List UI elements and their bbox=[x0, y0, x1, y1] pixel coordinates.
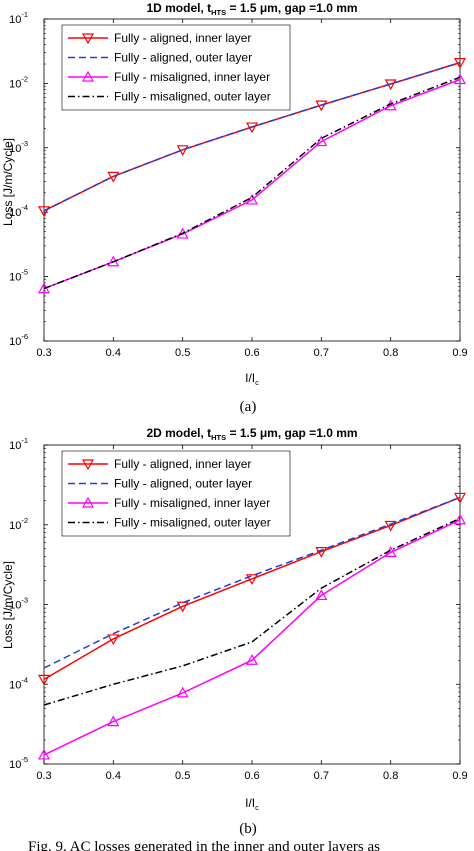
legend: Fully - aligned, inner layer Fully - alig… bbox=[61, 450, 291, 537]
data-point bbox=[245, 574, 259, 586]
data-point bbox=[81, 459, 95, 471]
data-point bbox=[245, 654, 259, 665]
x-tick-label: 0.7 bbox=[314, 347, 329, 359]
chart-title: 1D model, tHTS = 1.5 μm, gap =1.0 mm bbox=[146, 1, 357, 17]
chart-panel-1d: 1D model, tHTS = 1.5 μm, gap =1.0 mm Los… bbox=[1, 1, 468, 415]
data-point bbox=[37, 206, 51, 218]
series-aligned-outer bbox=[43, 496, 461, 669]
series-line bbox=[43, 496, 461, 669]
legend-label: Fully - misaligned, outer layer bbox=[114, 516, 271, 530]
data-point bbox=[453, 513, 467, 525]
series-misaligned-outer bbox=[43, 76, 461, 290]
x-tick-label: 0.5 bbox=[175, 770, 190, 782]
series-line bbox=[43, 76, 461, 290]
legend: Fully - aligned, inner layer Fully - alig… bbox=[61, 24, 291, 111]
x-tick-label: 0.9 bbox=[452, 770, 467, 782]
data-point bbox=[107, 715, 120, 727]
panel-sublabel: (a) bbox=[240, 399, 257, 415]
x-tick-label: 0.6 bbox=[244, 770, 259, 782]
series-line bbox=[43, 519, 461, 756]
series-line bbox=[43, 78, 461, 290]
y-tick-label: 10-1 bbox=[9, 436, 28, 452]
series-line bbox=[43, 496, 461, 681]
series-line bbox=[43, 517, 461, 706]
x-tick-label: 0.9 bbox=[452, 347, 467, 359]
legend-label: Fully - aligned, outer layer bbox=[114, 477, 252, 491]
x-tick-label: 0.3 bbox=[36, 770, 51, 782]
y-axis-label: Loss [J/m/Cycle] bbox=[1, 138, 15, 226]
series-aligned-outer bbox=[43, 61, 461, 212]
legend-label: Fully - aligned, inner layer bbox=[114, 31, 251, 45]
data-point bbox=[81, 496, 95, 508]
y-tick-label: 10-1 bbox=[9, 10, 28, 26]
data-point bbox=[315, 547, 328, 558]
data-point bbox=[453, 492, 467, 504]
data-point bbox=[176, 601, 189, 613]
x-tick-label: 0.3 bbox=[36, 347, 51, 359]
y-tick-label: 10-2 bbox=[9, 74, 28, 90]
data-point bbox=[37, 748, 51, 760]
data-point bbox=[81, 33, 95, 45]
x-tick-label: 0.4 bbox=[106, 770, 121, 782]
data-point bbox=[384, 520, 397, 532]
data-point bbox=[37, 674, 51, 686]
y-tick-label: 10-5 bbox=[9, 268, 28, 284]
data-point bbox=[176, 686, 189, 698]
x-tick-label: 0.6 bbox=[244, 347, 259, 359]
x-axis-label: I/Ic bbox=[245, 796, 259, 812]
series-misaligned-outer bbox=[43, 517, 461, 706]
x-tick-label: 0.4 bbox=[106, 347, 121, 359]
x-tick-label: 0.5 bbox=[175, 347, 190, 359]
x-axis-label: I/Ic bbox=[245, 371, 259, 387]
legend-label: Fully - aligned, inner layer bbox=[114, 457, 251, 471]
y-tick-label: 10-4 bbox=[9, 675, 28, 691]
y-tick-label: 10-6 bbox=[9, 332, 28, 348]
legend-label: Fully - misaligned, inner layer bbox=[114, 70, 270, 84]
data-point bbox=[107, 634, 120, 646]
series-misaligned-inner bbox=[37, 513, 467, 760]
data-point bbox=[453, 73, 467, 85]
data-point bbox=[107, 171, 120, 183]
y-tick-label: 10-5 bbox=[9, 755, 28, 771]
y-axis-label: Loss [J/m/Cycle] bbox=[1, 561, 15, 649]
chart-title: 2D model, tHTS = 1.5 μm, gap =1.0 mm bbox=[146, 426, 357, 442]
data-point bbox=[81, 70, 95, 82]
y-tick-label: 10-2 bbox=[9, 516, 28, 532]
x-tick-label: 0.8 bbox=[383, 770, 398, 782]
legend-label: Fully - misaligned, outer layer bbox=[114, 90, 271, 104]
x-tick-label: 0.7 bbox=[314, 770, 329, 782]
data-point bbox=[453, 58, 467, 69]
chart-panel-2d: 2D model, tHTS = 1.5 μm, gap =1.0 mm Los… bbox=[1, 426, 468, 837]
x-tick-label: 0.8 bbox=[383, 347, 398, 359]
series-line bbox=[43, 61, 461, 212]
data-point bbox=[315, 100, 328, 112]
figure-caption: Fig. 9. AC losses generated in the inner… bbox=[28, 839, 380, 851]
series-aligned-inner bbox=[37, 492, 467, 686]
data-point bbox=[315, 589, 328, 601]
legend-label: Fully - misaligned, inner layer bbox=[114, 496, 270, 510]
panel-sublabel: (b) bbox=[239, 821, 257, 837]
data-point bbox=[176, 227, 189, 239]
legend-label: Fully - aligned, outer layer bbox=[114, 51, 252, 65]
